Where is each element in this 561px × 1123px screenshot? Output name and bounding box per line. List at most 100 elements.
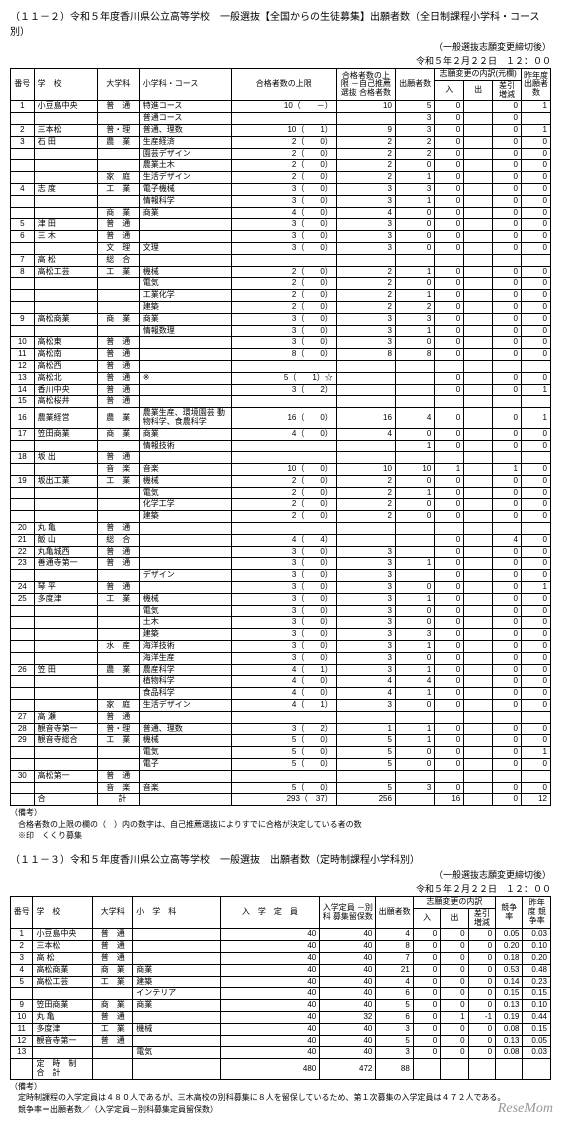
table-row: 16農業経営農 業農業生産、環境園芸 動物科学、食農科学16（ 0）164001 <box>11 408 551 429</box>
cell: 高松北 <box>34 372 97 384</box>
h-out: 出 <box>464 80 493 101</box>
cell <box>464 408 493 429</box>
cell <box>493 711 522 723</box>
cell <box>231 711 336 723</box>
cell: 0 <box>493 688 522 700</box>
cell: 建築 <box>133 976 220 988</box>
cell: 0 <box>435 641 464 653</box>
cell: 9 <box>11 313 35 325</box>
cell: 高 松 <box>34 254 97 266</box>
cell <box>464 231 493 243</box>
cell: 10 <box>395 464 434 476</box>
cell <box>139 349 231 361</box>
cell: 高松商業 <box>33 964 93 976</box>
cell <box>464 452 493 464</box>
cell <box>231 770 336 782</box>
cell: 0 <box>395 582 434 594</box>
cell: 0 <box>413 941 440 953</box>
table-row: 4高松商業商 業商業4040210000.530.48 <box>11 964 551 976</box>
cell: 0 <box>522 325 551 337</box>
cell <box>464 266 493 278</box>
h-pass: 合格者数の上限 －自己推薦選抜 合格者数 <box>336 69 395 101</box>
cell: 3 <box>336 652 395 664</box>
cell: 40 <box>220 1023 320 1035</box>
cell: 0.14 <box>496 976 523 988</box>
cell <box>97 747 139 759</box>
cell: 0 <box>435 172 464 184</box>
cell <box>522 113 551 125</box>
cell <box>435 770 464 782</box>
cell <box>139 337 231 349</box>
cell <box>139 558 231 570</box>
cell: 15 <box>11 396 35 408</box>
cell: 3 <box>336 313 395 325</box>
cell: 0 <box>468 941 495 953</box>
table-row: 13電気404030000.080.03 <box>11 1047 551 1059</box>
cell: 0 <box>493 664 522 676</box>
table-row: 18坂 出普 通 <box>11 452 551 464</box>
cell: 0 <box>435 266 464 278</box>
cell: 3（ 0） <box>231 313 336 325</box>
table-row: 25多度津工 業機械3（ 0）31000 <box>11 593 551 605</box>
cell: 0 <box>493 487 522 499</box>
cell <box>464 747 493 759</box>
h2-course: 小 学 科 <box>133 896 220 928</box>
cell: 4 <box>395 676 434 688</box>
cell: 0 <box>493 593 522 605</box>
cell: 5（ 0） <box>231 747 336 759</box>
cell <box>435 523 464 535</box>
cell: 機械 <box>139 593 231 605</box>
cell <box>522 396 551 408</box>
cell: 建築 <box>139 629 231 641</box>
cell <box>522 452 551 464</box>
cell: 9 <box>11 1000 33 1012</box>
cell: 3（ 2） <box>231 384 336 396</box>
cell <box>34 570 97 582</box>
cell <box>464 534 493 546</box>
cell <box>34 207 97 219</box>
cell: 0 <box>435 735 464 747</box>
cell: 16（ 0） <box>231 408 336 429</box>
cell <box>133 1059 220 1080</box>
cell: 1 <box>395 593 434 605</box>
cell: 0 <box>493 313 522 325</box>
cell: 10（ 0） <box>231 464 336 476</box>
cell: 293（ 37） <box>231 794 336 806</box>
cell: 商 業 <box>97 313 139 325</box>
cell: 0 <box>395 499 434 511</box>
cell <box>464 337 493 349</box>
cell: 0 <box>435 242 464 254</box>
cell: 1 <box>395 266 434 278</box>
cell: 28 <box>11 723 35 735</box>
cell <box>34 688 97 700</box>
cell: 0 <box>395 231 434 243</box>
cell <box>97 148 139 160</box>
table1-title: （１１－２）令和５年度香川県公立高等学校 一般選抜【全国からの生徒募集】出願者数… <box>10 8 551 38</box>
cell: 0 <box>522 195 551 207</box>
cell: 4 <box>376 976 413 988</box>
cell: 4 <box>11 964 33 976</box>
cell: 3（ 0） <box>231 593 336 605</box>
cell: 高松工芸 <box>33 976 93 988</box>
cell: 0 <box>522 313 551 325</box>
cell: 10 <box>11 337 35 349</box>
cell: 17 <box>11 428 35 440</box>
cell: 0 <box>522 499 551 511</box>
cell: 1 <box>395 325 434 337</box>
cell: 2（ 0） <box>231 172 336 184</box>
cell: 472 <box>320 1059 376 1080</box>
table-row: 電気2（ 0）20000 <box>11 278 551 290</box>
cell <box>395 523 434 535</box>
cell: 40 <box>220 1011 320 1023</box>
cell: 2（ 0） <box>231 266 336 278</box>
cell <box>464 770 493 782</box>
cell: 6 <box>376 1011 413 1023</box>
cell <box>139 546 231 558</box>
cell <box>464 384 493 396</box>
cell <box>34 160 97 172</box>
cell <box>34 113 97 125</box>
cell: 2 <box>336 499 395 511</box>
cell: 3（ 0） <box>231 325 336 337</box>
cell: 0 <box>435 313 464 325</box>
cell <box>493 360 522 372</box>
